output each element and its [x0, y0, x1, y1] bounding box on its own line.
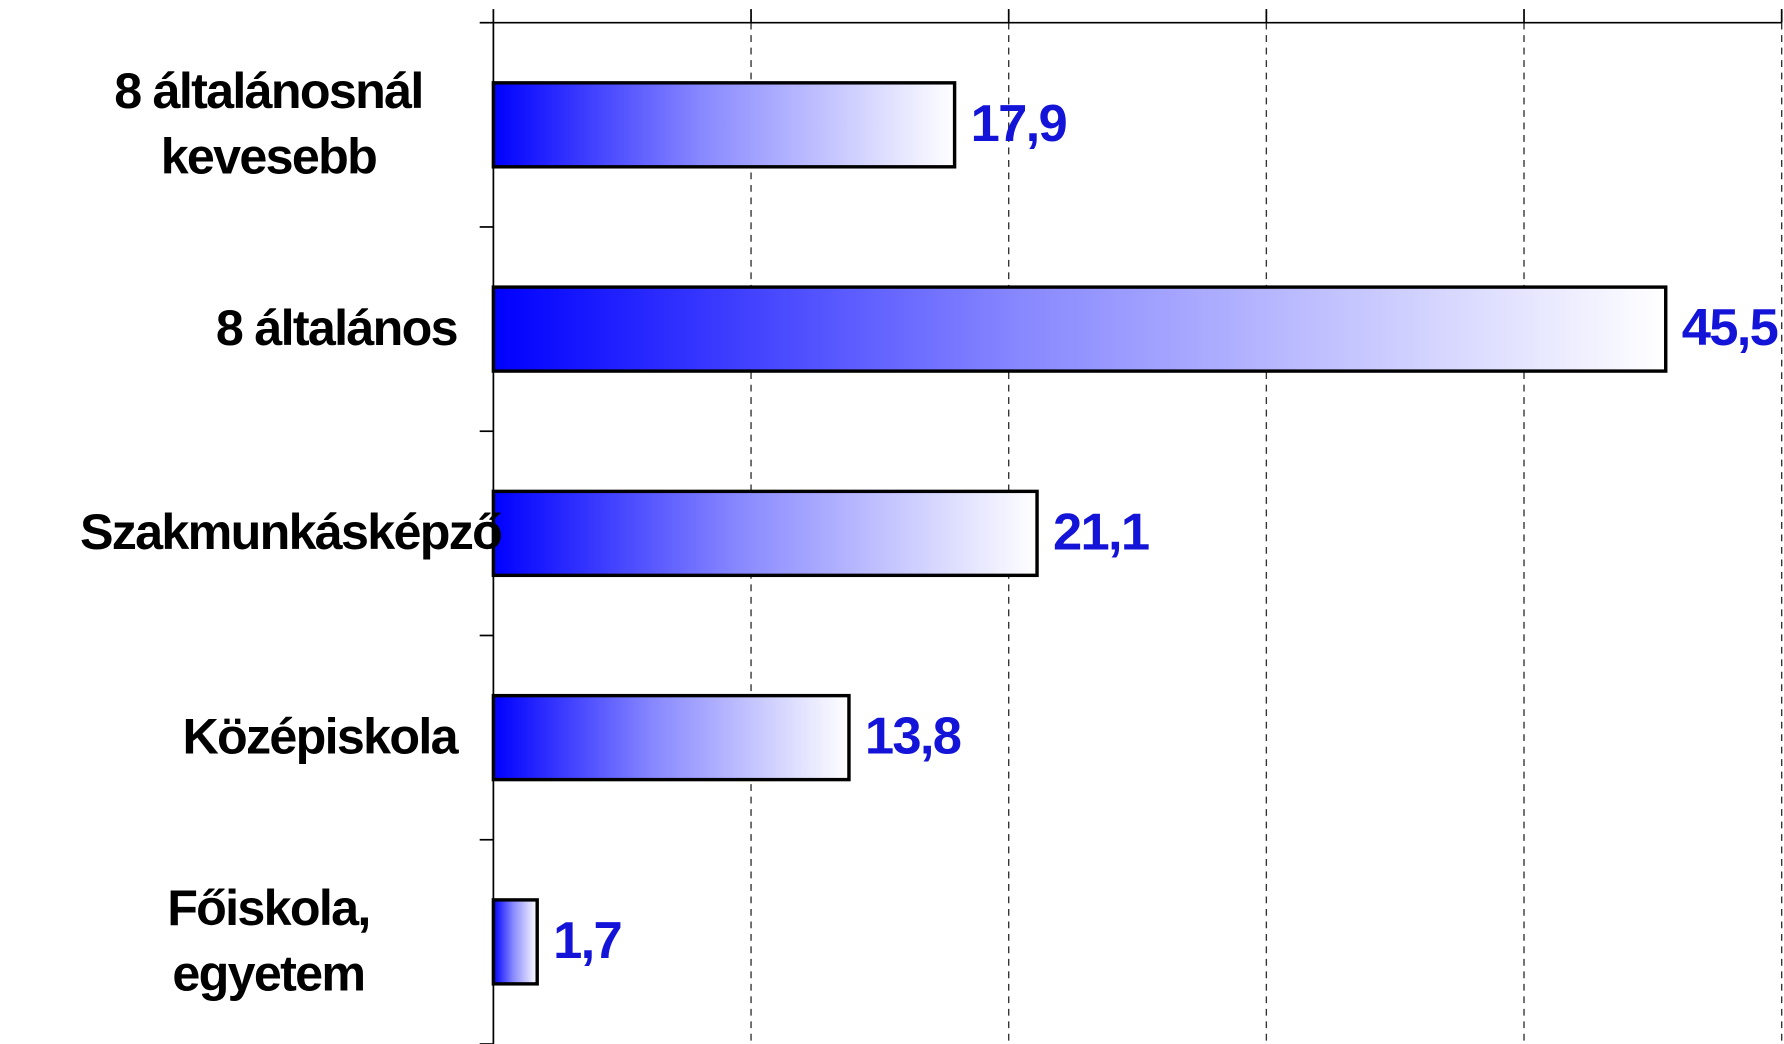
value-label: 1,7: [553, 912, 621, 970]
y-tick-label: Főiskola, egyetem: [167, 880, 371, 1003]
category-label-box: 8 általánosnál kevesebb: [0, 23, 457, 227]
y-tick-label: Szakmunkásképző: [79, 504, 503, 561]
value-label: 45,5: [1682, 299, 1778, 357]
value-label: 21,1: [1053, 504, 1149, 562]
value-label: 17,9: [971, 95, 1067, 153]
value-label: 13,8: [865, 708, 961, 766]
y-tick-label: Középiskola: [182, 709, 458, 765]
bar: [491, 693, 851, 782]
category-label-box: Főiskola, egyetem: [0, 840, 457, 1044]
bar: [491, 81, 957, 169]
y-tick-label: 8 általános: [215, 300, 459, 357]
y-tick-label: 8 általánosnál kevesebb: [114, 63, 424, 185]
category-label-box: Középiskola: [0, 635, 458, 839]
bar: [491, 285, 1668, 373]
bar: [491, 898, 539, 986]
bar: [491, 489, 1039, 578]
category-label-box: 8 általános: [0, 227, 459, 431]
category-label-box: Szakmunkásképző: [0, 431, 503, 635]
